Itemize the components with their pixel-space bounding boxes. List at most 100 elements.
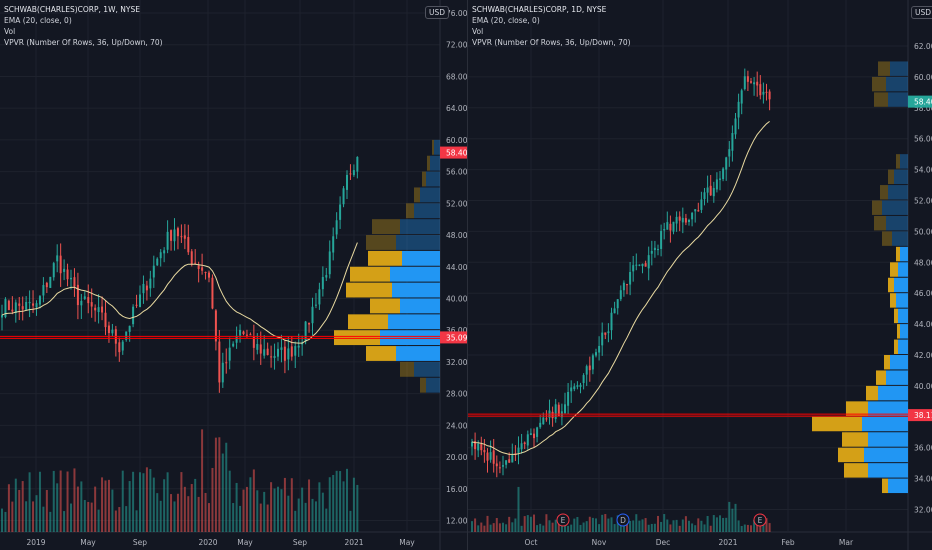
candle-body (256, 344, 259, 350)
indicator-ema[interactable]: EMA (20, close, 0) (472, 16, 540, 25)
volume-bar (294, 510, 297, 532)
vpvr-bar-down (890, 293, 896, 308)
symbol-title[interactable]: SCHWAB(CHARLES)CORP, 1W, NYSE (4, 5, 140, 14)
volume-bar (502, 522, 504, 532)
vpvr-bar-up (426, 377, 440, 393)
currency-button[interactable]: USD (911, 6, 932, 19)
indicator-vol[interactable]: Vol (4, 27, 16, 36)
volume-bar (266, 504, 269, 532)
time-axis-label: Mar (839, 538, 854, 547)
candle-body (328, 251, 331, 275)
vpvr-bar-up (890, 61, 908, 76)
candle-body (183, 235, 186, 239)
price-axis-label: 20.00 (446, 453, 467, 462)
volume-bar (548, 520, 551, 532)
volume-bar (156, 493, 159, 532)
candle-body (480, 444, 483, 451)
volume-bar (176, 493, 179, 532)
volume-bar (76, 486, 79, 532)
volume-bar (70, 503, 72, 532)
candle-body (492, 450, 495, 464)
candle-body (4, 299, 7, 318)
indicator-vol[interactable]: Vol (472, 27, 484, 36)
vpvr-bar-down (422, 171, 426, 187)
volume-bar (619, 524, 622, 532)
candle-body (753, 82, 756, 85)
vpvr-bar-up (868, 463, 908, 478)
volume-bar (598, 524, 601, 532)
volume-bar (277, 486, 279, 532)
candle-body (107, 325, 110, 334)
vpvr-bar-down (406, 203, 414, 219)
candle-body (73, 277, 76, 287)
last-price-label: 58.40 (446, 149, 467, 158)
volume-bar (290, 478, 293, 532)
volume-bar (328, 477, 331, 532)
vpvr-bar-down (882, 231, 892, 246)
candle-body (76, 284, 79, 306)
ema-line (471, 121, 770, 455)
daily-price-chart[interactable]: 62.00 60.00 58.00 56.00 54.00 52.00 50.00 48.00… (468, 0, 932, 550)
price-axis-label: 56.00 (446, 168, 467, 177)
candle-body (495, 463, 498, 467)
volume-bar (56, 483, 59, 532)
time-axis-label: Feb (781, 538, 795, 547)
event-marker-icon (556, 513, 570, 527)
currency-button[interactable]: USD (425, 6, 450, 19)
volume-bar (335, 470, 338, 532)
volume-bar (228, 470, 231, 532)
weekly-price-chart[interactable]: 76.00 72.00 68.00 64.00 60.00 56.00 52.00 48.00… (0, 0, 467, 550)
candle-body (694, 209, 697, 212)
volume-bar (762, 521, 765, 532)
vpvr-bar-up (396, 346, 440, 361)
price-axis-label: 60.00 (914, 73, 932, 82)
price-axis-label: 50.00 (914, 227, 932, 236)
volume-bar (49, 511, 52, 532)
volume-bar (604, 514, 607, 532)
candle-body (132, 306, 135, 325)
candle-body (121, 341, 124, 351)
candle-body (214, 310, 217, 342)
vpvr-bar-down (842, 432, 868, 447)
indicator-ema[interactable]: EMA (20, close, 0) (4, 16, 72, 25)
volume-bar (715, 517, 718, 532)
candle-body (725, 157, 728, 170)
candle-body (349, 173, 352, 175)
volume-bar (768, 523, 771, 532)
daily-chart-pane[interactable]: SCHWAB(CHARLES)CORP, 1D, NYSE EMA (20, c… (467, 0, 932, 550)
candle-body (756, 81, 759, 86)
candle-body (35, 303, 38, 308)
volume-bar (579, 524, 582, 532)
weekly-chart-pane[interactable]: SCHWAB(CHARLES)CORP, 1W, NYSE EMA (20, c… (0, 0, 467, 550)
vpvr-bar-down (334, 330, 380, 346)
price-axis-label: 16.00 (446, 485, 467, 494)
volume-bar (325, 508, 328, 532)
volume-bar (697, 518, 700, 532)
price-axis-label: 44.00 (914, 320, 932, 329)
vpvr-bar-down (812, 416, 862, 432)
volume-bar (80, 481, 83, 532)
support-price-tag (440, 331, 467, 344)
volume-bar (573, 518, 576, 532)
volume-bar (346, 468, 348, 532)
candle-body (762, 91, 765, 95)
indicator-vpvr[interactable]: VPVR (Number Of Rows, 36, Up/Down, 70) (4, 38, 163, 47)
volume-bar (551, 522, 554, 532)
indicator-vpvr[interactable]: VPVR (Number Of Rows, 36, Up/Down, 70) (472, 38, 631, 47)
volume-bar (28, 472, 31, 532)
volume-bar (349, 510, 352, 532)
candle-body (619, 290, 622, 300)
last-price-tag (908, 95, 932, 108)
candle-body (118, 342, 121, 353)
symbol-title[interactable]: SCHWAB(CHARLES)CORP, 1D, NYSE (472, 5, 607, 14)
vpvr-bar-up (900, 324, 908, 339)
vpvr-bar-down (370, 298, 400, 314)
price-axis-label: 40.00 (914, 382, 932, 391)
candle-body (688, 219, 690, 223)
volume-bar (125, 506, 128, 532)
vpvr-bar-down (878, 61, 890, 76)
volume-bar (657, 515, 659, 532)
volume-bar (601, 514, 604, 532)
candle-body (576, 385, 579, 387)
candle-body (719, 178, 721, 180)
